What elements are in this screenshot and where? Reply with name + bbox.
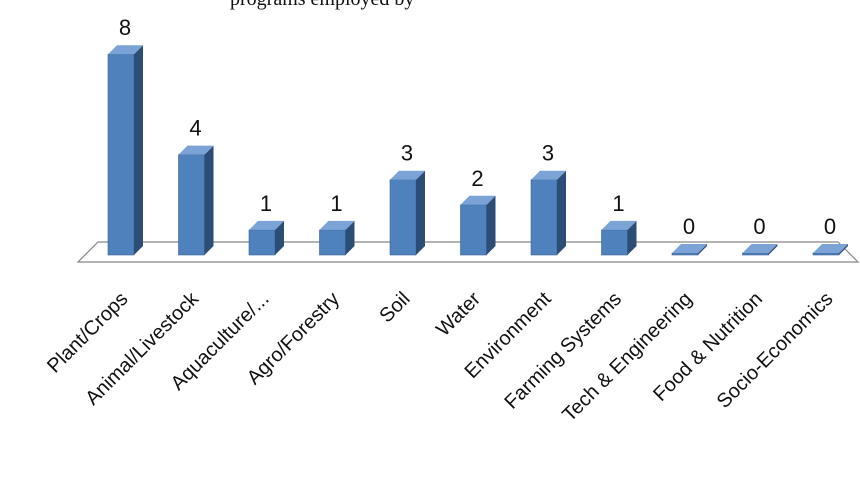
- bar-series: [107, 45, 848, 256]
- data-label: 8: [119, 15, 131, 40]
- data-label: 0: [753, 214, 765, 239]
- bar-side: [204, 145, 214, 255]
- bar: [319, 220, 355, 256]
- bar-front: [601, 229, 628, 256]
- bar-top: [601, 220, 637, 230]
- chart-title: programs employed by: [230, 0, 414, 11]
- bar-top: [742, 244, 778, 253]
- bar-top: [460, 195, 496, 205]
- bar-top: [249, 220, 284, 230]
- bar: [107, 45, 143, 256]
- bar-side: [134, 45, 143, 256]
- bar: [460, 195, 496, 256]
- bar-top: [672, 244, 707, 253]
- bar-front: [460, 204, 487, 256]
- data-label: 3: [401, 141, 413, 166]
- bar-side: [486, 195, 496, 255]
- bar: [389, 170, 425, 256]
- bar-front: [530, 179, 558, 256]
- bar-side: [345, 220, 355, 255]
- data-label: 1: [612, 191, 624, 216]
- bar-side: [627, 220, 637, 255]
- bar-front: [742, 252, 769, 256]
- bar-front: [812, 252, 840, 256]
- bar-front: [248, 229, 276, 256]
- data-label: 0: [683, 214, 695, 239]
- bar-top: [178, 145, 214, 155]
- bar-side: [557, 170, 566, 255]
- bar-front: [107, 53, 135, 256]
- bar-front: [389, 179, 417, 256]
- category-label: Farming Systems: [500, 288, 626, 414]
- data-label: 0: [824, 214, 836, 239]
- bar-front: [319, 229, 346, 256]
- bar-side: [768, 244, 778, 255]
- data-labels: 8 4 1 1 3 2 3 1 0 0 0: [119, 15, 836, 239]
- bar-top: [531, 170, 566, 180]
- bar-side: [698, 244, 707, 255]
- bar: [178, 145, 214, 256]
- bar: [248, 220, 284, 256]
- bar-side: [839, 244, 848, 255]
- category-labels: Plant/CropsAnimal/LivestockAquaculture/.…: [43, 287, 837, 426]
- data-label: 2: [471, 166, 483, 191]
- bar: [530, 170, 566, 256]
- bar: [812, 244, 848, 256]
- bar-front: [178, 154, 205, 256]
- data-label: 4: [189, 116, 201, 141]
- data-label: 3: [542, 141, 554, 166]
- bar-top: [319, 220, 355, 230]
- data-label: 1: [260, 191, 272, 216]
- data-label: 1: [330, 191, 342, 216]
- bar-side: [275, 220, 284, 255]
- bar-top: [108, 45, 143, 55]
- category-label: Water: [432, 288, 485, 341]
- category-label: Soil: [375, 288, 414, 327]
- bar-side: [416, 170, 425, 255]
- bar-front: [671, 252, 699, 256]
- bar: [671, 244, 707, 256]
- bar: [742, 244, 778, 256]
- bar: [601, 220, 637, 256]
- bar-top: [390, 170, 425, 180]
- bar-top: [813, 244, 848, 253]
- category-label: Tech & Engineering: [558, 288, 696, 426]
